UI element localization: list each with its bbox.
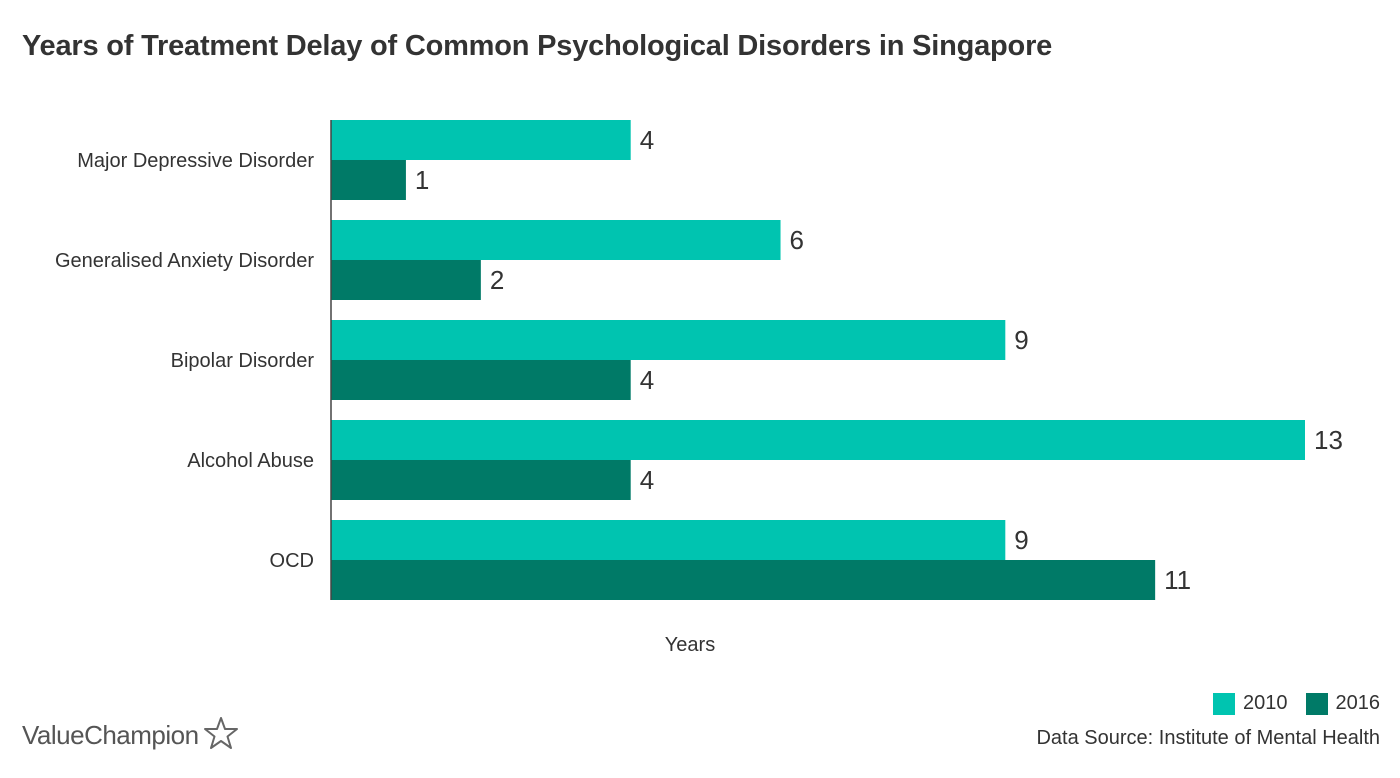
brand-name: ValueChampion — [22, 720, 199, 750]
data-source: Data Source: Institute of Mental Health — [1036, 727, 1380, 749]
bar-2016-major-depressive-disorder — [331, 160, 406, 200]
data-label-2016-major-depressive-disorder: 1 — [415, 165, 429, 195]
bar-2010-bipolar-disorder — [331, 320, 1006, 360]
labels-layer: Major Depressive Disorder 4 1 Generalised A… — [55, 125, 1343, 595]
bar-2016-ocd — [331, 560, 1156, 600]
category-label-major-depressive-disorder: Major Depressive Disorder — [77, 150, 314, 172]
category-label-ocd: OCD — [270, 550, 314, 572]
legend-item-2016: 2016 — [1305, 692, 1381, 715]
data-label-2010-ocd: 9 — [1014, 525, 1028, 555]
category-label-bipolar-disorder: Bipolar Disorder — [171, 350, 315, 372]
category-label-alcohol-abuse: Alcohol Abuse — [187, 450, 314, 472]
x-axis-label: Years — [665, 634, 715, 656]
category-label-generalised-anxiety-disorder: Generalised Anxiety Disorder — [55, 250, 314, 272]
chart-title: Years of Treatment Delay of Common Psych… — [22, 30, 1053, 62]
bars-layer — [331, 120, 1305, 600]
data-label-2010-bipolar-disorder: 9 — [1014, 325, 1028, 355]
legend-item-2010: 2010 — [1213, 692, 1288, 715]
bar-2016-bipolar-disorder — [331, 360, 631, 400]
legend-label-2016: 2016 — [1335, 692, 1381, 714]
bar-2016-generalised-anxiety-disorder — [331, 260, 481, 300]
data-label-2016-alcohol-abuse: 4 — [640, 465, 654, 495]
bar-2010-generalised-anxiety-disorder — [331, 220, 781, 260]
bar-2016-alcohol-abuse — [331, 460, 631, 500]
data-label-2016-bipolar-disorder: 4 — [640, 365, 654, 395]
data-label-2010-alcohol-abuse: 13 — [1314, 425, 1343, 455]
legend-swatch-2010 — [1213, 692, 1235, 715]
data-label-2010-major-depressive-disorder: 4 — [640, 125, 654, 155]
bar-2010-ocd — [331, 520, 1006, 560]
star-icon — [203, 716, 239, 755]
legend: 2010 2016 — [1195, 692, 1380, 715]
bar-2010-alcohol-abuse — [331, 420, 1305, 460]
bar-2010-major-depressive-disorder — [331, 120, 631, 160]
legend-label-2010: 2010 — [1243, 692, 1288, 714]
data-label-2016-ocd: 11 — [1164, 565, 1191, 595]
brand-logo: ValueChampion — [22, 716, 239, 755]
legend-swatch-2016 — [1305, 692, 1328, 715]
data-label-2010-generalised-anxiety-disorder: 6 — [790, 225, 804, 255]
data-label-2016-generalised-anxiety-disorder: 2 — [490, 265, 504, 295]
